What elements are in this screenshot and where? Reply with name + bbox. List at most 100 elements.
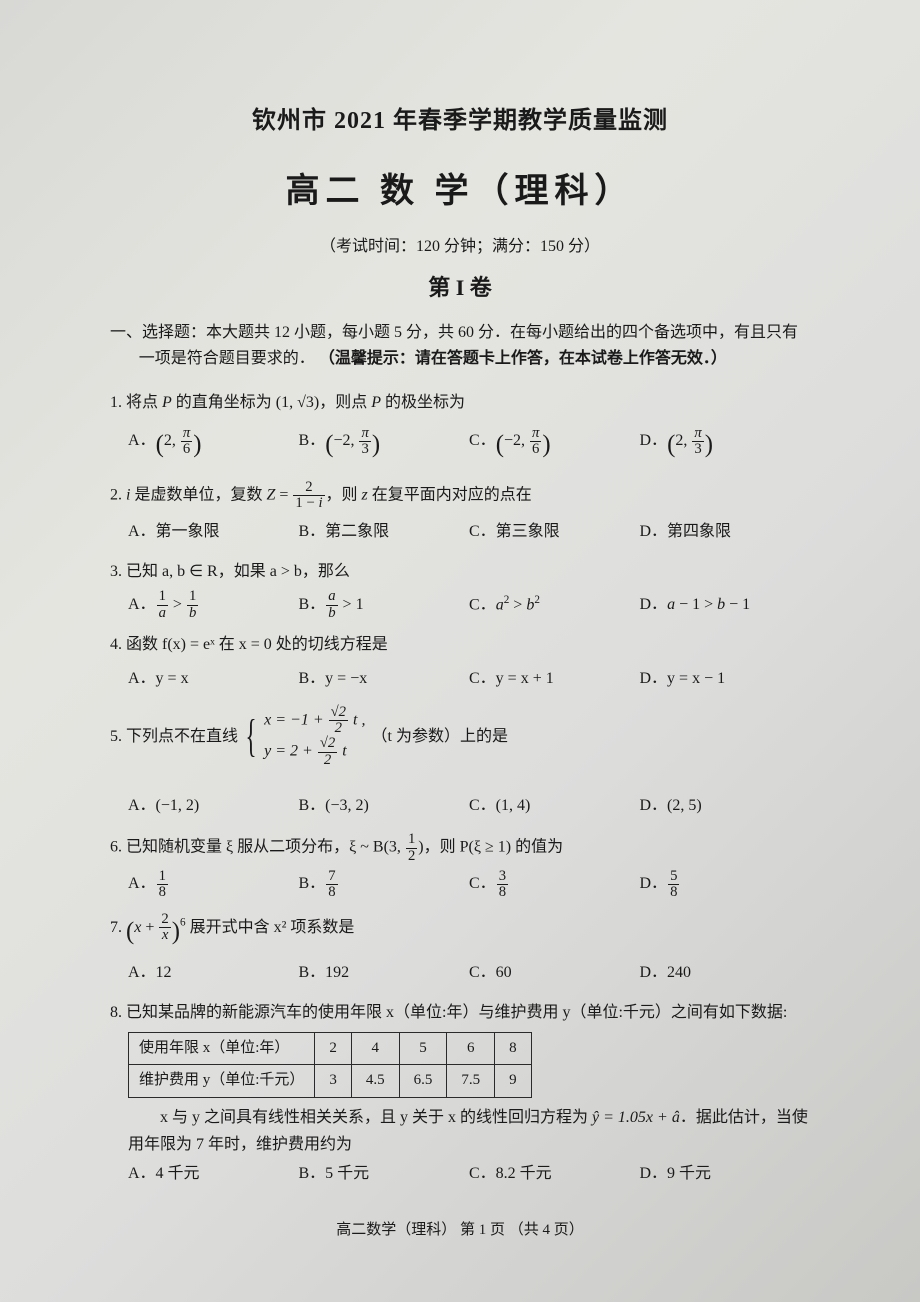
q6-d-den: 8 xyxy=(668,885,679,900)
q2-num: 2 xyxy=(293,480,324,496)
q8-opt-b: B．5 千元 xyxy=(299,1158,470,1190)
question-2: 2. i 是虚数单位，复数 Z = 21 − i，则 z 在复平面内对应的点在 … xyxy=(110,480,810,548)
q3-opt-d: D．a − 1 > b − 1 xyxy=(640,589,811,621)
q3-c-l: C． xyxy=(469,596,496,613)
q6-d-l: D． xyxy=(640,875,668,892)
q2-opt-a: A．第一象限 xyxy=(128,516,299,548)
q6-a-den: 8 xyxy=(157,885,168,900)
q3-opt-b: B．ab > 1 xyxy=(299,589,470,621)
q4-opt-b: B．y = −x xyxy=(299,663,470,695)
q6-c-num: 3 xyxy=(497,869,508,885)
table-cell: 7.5 xyxy=(447,1065,495,1098)
q4-opt-a: A．y = x xyxy=(128,663,299,695)
question-8: 8. 已知某品牌的新能源汽车的使用年限 x（单位:年）与维护费用 y（单位:千元… xyxy=(110,999,810,1191)
table-header-x: 使用年限 x（单位:年） xyxy=(129,1032,315,1065)
q7-b: 展开式中含 x² 项系数是 xyxy=(186,919,355,936)
q6-b-l: B． xyxy=(299,875,326,892)
q6-num: 1 xyxy=(406,832,417,848)
q8-eq: ŷ = 1.05x + â xyxy=(592,1109,680,1126)
q7-opt-b: B．192 xyxy=(299,957,470,989)
q6-b: )，则 P(ξ ≥ 1) 的值为 xyxy=(418,839,563,856)
q7-opt-a: A．12 xyxy=(128,957,299,989)
q7-num: 2 xyxy=(159,912,170,928)
q6-den: 2 xyxy=(406,849,417,864)
q8-stem-b: x 与 y 之间具有线性相关关系，且 y 关于 x 的线性回归方程为 ŷ = 1… xyxy=(128,1104,810,1158)
q3-options: A．1a > 1b B．ab > 1 C．a2 > b2 D．a − 1 > b… xyxy=(128,589,810,621)
q1-opt-b: B．(−2, π3) xyxy=(299,420,470,470)
section-intro-hint: （温馨提示：请在答题卡上作答，在本试卷上作答无效．） xyxy=(319,350,727,367)
page-header-line1: 钦州市 2021 年春季学期教学质量监测 xyxy=(110,100,810,135)
table-cell: 3 xyxy=(315,1065,352,1098)
q1-b-label: B． xyxy=(299,432,326,449)
q5-suffix: （t 为参数）上的是 xyxy=(372,723,508,750)
q3-opt-a: A．1a > 1b xyxy=(128,589,299,621)
q4-stem: 4. 函数 f(x) = eˣ 在 x = 0 处的切线方程是 xyxy=(110,631,810,658)
q6-d-num: 5 xyxy=(668,869,679,885)
q1-opt-d: D．(2, π3) xyxy=(640,420,811,470)
q4-opt-d: D．y = x − 1 xyxy=(640,663,811,695)
q2-options: A．第一象限 B．第二象限 C．第三象限 D．第四象限 xyxy=(128,516,810,548)
data-table: 使用年限 x（单位:年） 2 4 5 6 8 维护费用 y（单位:千元） 3 4… xyxy=(128,1032,532,1098)
table-cell: 8 xyxy=(495,1032,532,1065)
q3-a-l: A． xyxy=(128,596,156,613)
table-cell: 4 xyxy=(351,1032,399,1065)
q2-opt-c: C．第三象限 xyxy=(469,516,640,548)
question-4: 4. 函数 f(x) = eˣ 在 x = 0 处的切线方程是 A．y = x … xyxy=(110,631,810,694)
q2-opt-d: D．第四象限 xyxy=(640,516,811,548)
table-row: 维护费用 y（单位:千元） 3 4.5 6.5 7.5 9 xyxy=(129,1065,532,1098)
q7-a: 7. xyxy=(110,919,126,936)
q6-opt-d: D．58 xyxy=(640,868,811,900)
page-footer: 高二数学（理科） 第 1 页 （共 4 页） xyxy=(110,1218,810,1239)
q1-c-label: C． xyxy=(469,432,496,449)
q8-b1: x 与 y 之间具有线性相关关系，且 y 关于 x 的线性回归方程为 xyxy=(160,1109,592,1126)
table-cell: 2 xyxy=(315,1032,352,1065)
section-intro: 一、选择题：本大题共 12 小题，每小题 5 分，共 60 分．在每小题给出的四… xyxy=(110,320,810,371)
q2-e: 在复平面内对应的点在 xyxy=(368,487,532,504)
q8-options: A．4 千元 B．5 千元 C．8.2 千元 D．9 千元 xyxy=(128,1158,810,1190)
q8-table: 使用年限 x（单位:年） 2 4 5 6 8 维护费用 y（单位:千元） 3 4… xyxy=(128,1032,810,1098)
q1-P2: P xyxy=(371,394,381,411)
q1-stem-suffix: 的极坐标为 xyxy=(381,394,465,411)
q1-stem-mid: 的直角坐标为 (1, √3)，则点 xyxy=(172,394,371,411)
q8-opt-d: D．9 千元 xyxy=(640,1158,811,1190)
q3-stem: 3. 已知 a, b ∈ R，如果 a > b，那么 xyxy=(110,558,810,585)
table-header-y: 维护费用 y（单位:千元） xyxy=(129,1065,315,1098)
brace-icon: { xyxy=(246,713,257,759)
q7-stem: 7. (x + 2x)6 展开式中含 x² 项系数是 xyxy=(110,911,810,953)
q6-a: 6. 已知随机变量 ξ 服从二项分布，ξ ~ B(3, xyxy=(110,839,405,856)
q6-b-den: 8 xyxy=(326,885,337,900)
page-header-line4: 第 I 卷 xyxy=(110,270,810,302)
q2-d: ，则 xyxy=(326,487,362,504)
table-cell: 6.5 xyxy=(399,1065,447,1098)
table-cell: 4.5 xyxy=(351,1065,399,1098)
q1-P1: P xyxy=(162,394,172,411)
q1-d-label: D． xyxy=(640,432,668,449)
q7-opt-c: C．60 xyxy=(469,957,640,989)
q6-a-l: A． xyxy=(128,875,156,892)
q4-opt-c: C．y = x + 1 xyxy=(469,663,640,695)
question-5: 5. 下列点不在直线 { x = −1 + √22 t , y = 2 + √2… xyxy=(110,705,810,823)
q6-stem: 6. 已知随机变量 ξ 服从二项分布，ξ ~ B(3, 12)，则 P(ξ ≥ … xyxy=(110,832,810,864)
q2-b: 是虚数单位，复数 xyxy=(130,487,266,504)
q5-prefix: 5. 下列点不在直线 xyxy=(110,723,238,750)
q5-stem: 5. 下列点不在直线 { x = −1 + √22 t , y = 2 + √2… xyxy=(110,705,810,769)
q3-d-l: D． xyxy=(640,596,668,613)
question-7: 7. (x + 2x)6 展开式中含 x² 项系数是 A．12 B．192 C．… xyxy=(110,911,810,989)
q7-options: A．12 B．192 C．60 D．240 xyxy=(128,957,810,989)
q1-a-label: A． xyxy=(128,432,156,449)
q1-stem-prefix: 1. 将点 xyxy=(110,394,162,411)
q6-b-num: 7 xyxy=(326,869,337,885)
q5-opt-a: A．(−1, 2) xyxy=(128,790,299,822)
q6-a-num: 1 xyxy=(157,869,168,885)
page-header-line2: 高二 数 学（理科） xyxy=(110,163,810,212)
q5-eq1-den: 2 xyxy=(329,721,348,736)
table-cell: 5 xyxy=(399,1032,447,1065)
q6-options: A．18 B．78 C．38 D．58 xyxy=(128,868,810,900)
q5-eq2-num: √2 xyxy=(318,736,337,752)
q1-options: A．(2, π6) B．(−2, π3) C．(−2, π6) D．(2, π3… xyxy=(128,420,810,470)
question-1: 1. 将点 P 的直角坐标为 (1, √3)，则点 P 的极坐标为 A．(2, … xyxy=(110,389,810,470)
q2-a: 2. xyxy=(110,487,126,504)
q4-options: A．y = x B．y = −x C．y = x + 1 D．y = x − 1 xyxy=(128,663,810,695)
q5-opt-d: D．(2, 5) xyxy=(640,790,811,822)
q2-c: = xyxy=(275,487,292,504)
